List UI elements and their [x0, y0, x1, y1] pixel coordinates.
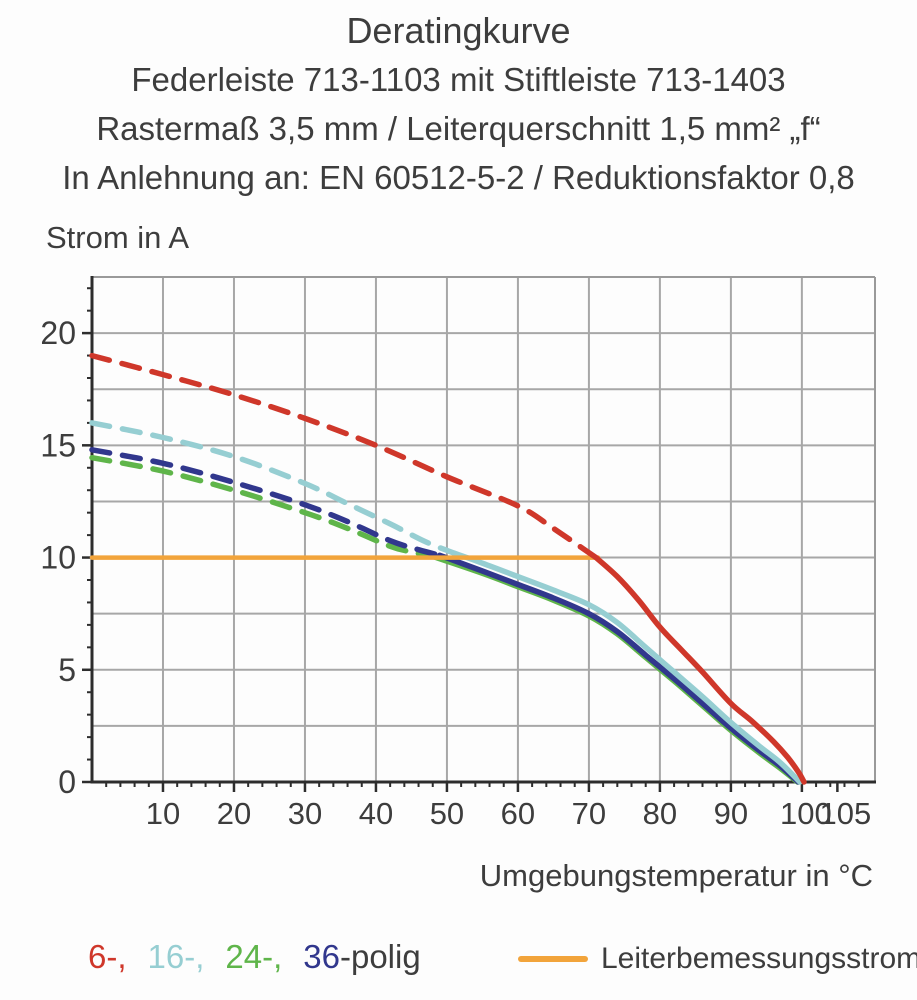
- x-tick-label: 80: [643, 796, 677, 831]
- series-36-polig: [89, 447, 802, 785]
- series-6-polig: [89, 352, 807, 785]
- x-tick-label: 50: [430, 796, 464, 831]
- x-axis-title: Umgebungstemperatur in °C: [479, 858, 873, 893]
- x-tick-label: 60: [501, 796, 535, 831]
- x-tick-label: 90: [714, 796, 748, 831]
- legend-rated-current: Leiterbemessungsstrom: [518, 938, 917, 980]
- plot-border: [92, 276, 876, 782]
- chart-subtitle-3: In Anlehnung an: EN 60512-5-2 / Reduktio…: [62, 159, 855, 196]
- x-tick-label: 10: [146, 796, 180, 831]
- y-tick-label: 5: [58, 652, 76, 688]
- x-tick-label: 70: [572, 796, 606, 831]
- axes: [90, 276, 876, 784]
- x-tick-label: 40: [359, 796, 393, 831]
- y-tick-labels: 0 5 10 15 20: [40, 315, 76, 800]
- y-tick-label: 10: [40, 540, 76, 576]
- legend-item-24-polig: 24-,: [225, 938, 283, 975]
- rated-current-label: Leiterbemessungsstrom: [601, 942, 917, 975]
- legend-poles-suffix: -polig: [339, 938, 421, 975]
- x-tick-label: 30: [288, 796, 322, 831]
- y-tick-label: 0: [58, 764, 76, 800]
- legend-poles: 6-, 16-, 24-, 36 -polig: [88, 938, 421, 976]
- legend-item-6-polig: 6-,: [88, 938, 127, 975]
- y-axis-title: Strom in A: [46, 220, 189, 255]
- series-24-polig: [89, 454, 801, 785]
- x-tick-label: 105: [820, 796, 872, 831]
- rated-current-swatch: [518, 956, 588, 962]
- x-tick-label: 20: [217, 796, 251, 831]
- chart-title: Deratingkurve: [346, 10, 571, 51]
- gridlines: [92, 277, 875, 782]
- series-16-polig: [89, 420, 803, 785]
- x-tick-label: 100: [780, 796, 832, 831]
- legend-item-36-polig: 36: [303, 938, 340, 975]
- y-tick-label: 15: [40, 427, 76, 463]
- y-tick-label: 20: [40, 315, 76, 351]
- chart-subtitle-2: Rastermaß 3,5 mm / Leiterquerschnitt 1,5…: [96, 110, 821, 147]
- title-block: Deratingkurve Federleiste 713-1103 mit S…: [0, 6, 917, 202]
- legend-item-16-polig: 16-,: [147, 938, 205, 975]
- chart-subtitle-1: Federleiste 713-1103 mit Stiftleiste 713…: [131, 61, 786, 98]
